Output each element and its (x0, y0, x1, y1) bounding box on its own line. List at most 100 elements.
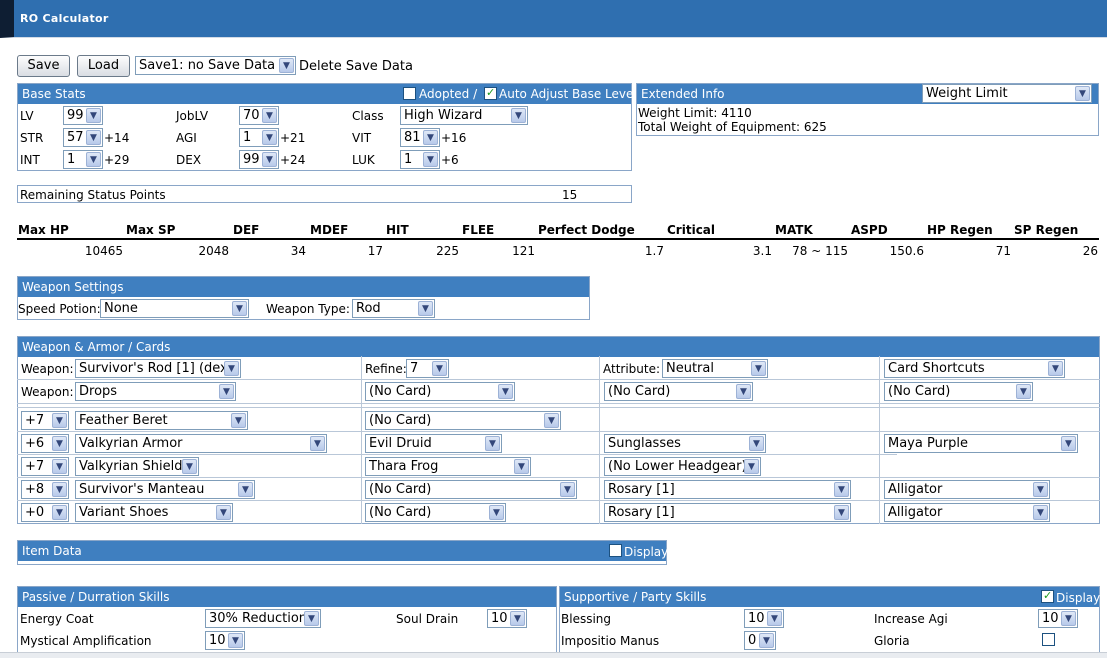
mystical-amp-select[interactable]: 10 ▼ (205, 631, 245, 650)
luk-select[interactable]: 1 ▼ (400, 150, 440, 169)
chevron-down-icon: ▼ (219, 384, 234, 399)
weapon-card-select[interactable]: Drops ▼ (75, 382, 236, 401)
refine-value: 7 (410, 361, 419, 376)
armor-card-select[interactable]: Evil Druid ▼ (365, 434, 502, 453)
speed-potion-label: Speed Potion: (18, 302, 101, 316)
str-label: STR (20, 131, 44, 145)
agi-select[interactable]: 1 ▼ (239, 128, 279, 147)
shoes-select[interactable]: Variant Shoes ▼ (75, 503, 233, 522)
item-data-display-checkbox[interactable] (609, 544, 622, 557)
speed-potion-select[interactable]: None ▼ (100, 299, 249, 318)
refine-label: Refine: (365, 362, 407, 376)
stat-value-def: 34 (290, 244, 306, 258)
joblv-select[interactable]: 70 ▼ (239, 106, 279, 125)
garment-select[interactable]: Survivor's Manteau ▼ (75, 480, 255, 499)
weapon-card4-value: (No Card) (888, 384, 951, 399)
mystical-amp-label: Mystical Amplification (20, 634, 152, 648)
lv-select[interactable]: 99 ▼ (63, 106, 103, 125)
garment-refine-select[interactable]: +8 ▼ (21, 480, 69, 499)
accessory1-card-select[interactable]: Alligator ▼ (884, 480, 1050, 499)
shield-select[interactable]: Valkyrian Shield ▼ (75, 457, 199, 476)
stat-value-flee: 121 (512, 244, 535, 258)
headgear-card2-select[interactable]: Maya Purple ▼ (884, 434, 1078, 453)
chevron-down-icon: ▼ (489, 505, 504, 520)
stat-value-maxsp: 2048 (198, 244, 229, 258)
weapon-card4-select[interactable]: (No Card) ▼ (884, 382, 1033, 401)
int-select[interactable]: 1 ▼ (63, 150, 103, 169)
accessory1-select[interactable]: Rosary [1] ▼ (604, 480, 851, 499)
impositio-select[interactable]: 0 ▼ (744, 631, 776, 650)
class-label: Class (352, 109, 384, 123)
load-button[interactable]: Load (77, 55, 130, 77)
vit-value: 81 (404, 130, 421, 145)
vit-select[interactable]: 81 ▼ (400, 128, 440, 147)
shoes-card-select[interactable]: (No Card) ▼ (365, 503, 506, 522)
str-select[interactable]: 57 ▼ (63, 128, 103, 147)
chevron-down-icon: ▼ (224, 361, 239, 376)
refine-select[interactable]: 7 ▼ (406, 359, 449, 378)
auto-adjust-checkbox[interactable] (484, 86, 497, 100)
middle-headgear-select[interactable]: Sunglasses ▼ (604, 434, 766, 453)
weapon-type-select[interactable]: Rod ▼ (352, 299, 435, 318)
adopted-checkbox[interactable] (403, 87, 416, 100)
weapon-select[interactable]: Survivor's Rod [1] (dex) ▼ (75, 359, 241, 378)
headgear-select[interactable]: Feather Beret ▼ (75, 411, 248, 430)
lower-headgear-select[interactable]: (No Lower Headgear) ▼ (604, 457, 761, 476)
increase-agi-select[interactable]: 10 ▼ (1038, 609, 1078, 628)
increase-agi-label: Increase Agi (874, 612, 948, 626)
armor-value: Valkyrian Armor (79, 436, 183, 451)
attribute-select[interactable]: Neutral ▼ (662, 359, 768, 378)
auto-adjust-label: Auto Adjust Base Level (499, 87, 637, 101)
chevron-down-icon: ▼ (310, 436, 325, 451)
supportive-skills-title: Supportive / Party Skills (564, 590, 707, 604)
shield-refine-select[interactable]: +7 ▼ (21, 457, 69, 476)
shield-card-select[interactable]: Thara Frog ▼ (365, 457, 531, 476)
armor-select[interactable]: Valkyrian Armor ▼ (75, 434, 327, 453)
supportive-skills-panel: Supportive / Party Skills (559, 586, 1100, 658)
grid-line (361, 356, 362, 524)
gloria-checkbox[interactable] (1042, 633, 1055, 646)
save-button[interactable]: Save (17, 55, 70, 77)
base-stats-title: Base Stats (22, 87, 86, 101)
headgear-refine-select[interactable]: +7 ▼ (21, 411, 69, 430)
energy-coat-select[interactable]: 30% Reduction ▼ (205, 609, 321, 628)
extended-mode-select[interactable]: Weight Limit ▼ (922, 84, 1092, 103)
accessory2-select[interactable]: Rosary [1] ▼ (604, 503, 851, 522)
chevron-down-icon: ▼ (834, 482, 849, 497)
weapon-card3-select[interactable]: (No Card) ▼ (604, 382, 753, 401)
chevron-down-icon: ▼ (52, 413, 67, 428)
supportive-display-checkbox[interactable] (1041, 589, 1054, 603)
stat-header-maxhp: Max HP (18, 223, 69, 237)
chevron-down-icon: ▼ (86, 130, 101, 145)
chevron-down-icon: ▼ (736, 384, 751, 399)
blessing-select[interactable]: 10 ▼ (744, 609, 784, 628)
weapon-settings-header: Weapon Settings (18, 277, 589, 297)
dex-select[interactable]: 99 ▼ (239, 150, 279, 169)
save-slot-value: Save1: no Save Data (139, 58, 276, 73)
class-select[interactable]: High Wizard ▼ (400, 106, 528, 125)
headgear-card-select[interactable]: (No Card) ▼ (365, 411, 561, 430)
card-shortcuts-select[interactable]: Card Shortcuts ▼ (884, 359, 1065, 378)
delete-save-link[interactable]: Delete Save Data (299, 59, 413, 74)
chevron-down-icon: ▼ (751, 361, 766, 376)
energy-coat-value: 30% Reduction (209, 611, 308, 626)
armor-refine-select[interactable]: +6 ▼ (21, 434, 69, 453)
garment-card-select[interactable]: (No Card) ▼ (365, 480, 577, 499)
save-slot-select[interactable]: Save1: no Save Data ▼ (135, 56, 296, 75)
chevron-down-icon: ▼ (52, 482, 67, 497)
stat-header-flee: FLEE (462, 223, 495, 237)
stat-value-sp-regen: 26 (1082, 244, 1098, 258)
stat-header-hp-regen: HP Regen (927, 223, 993, 237)
supportive-display-label: Display (1056, 591, 1101, 605)
accessory2-card-select[interactable]: Alligator ▼ (884, 503, 1050, 522)
int-value: 1 (67, 152, 76, 167)
lv-value: 99 (67, 108, 84, 123)
accessory2-card-value: Alligator (888, 505, 943, 520)
weapon-card2-select[interactable]: (No Card) ▼ (365, 382, 515, 401)
item-data-header: Item Data (18, 541, 666, 561)
stat-value-critical: 3.1 (752, 244, 772, 258)
shoes-refine-select[interactable]: +0 ▼ (21, 503, 69, 522)
lower-headgear-value: (No Lower Headgear) (608, 459, 747, 474)
weapon-value: Survivor's Rod [1] (dex) (79, 361, 233, 376)
soul-drain-select[interactable]: 10 ▼ (487, 609, 527, 628)
